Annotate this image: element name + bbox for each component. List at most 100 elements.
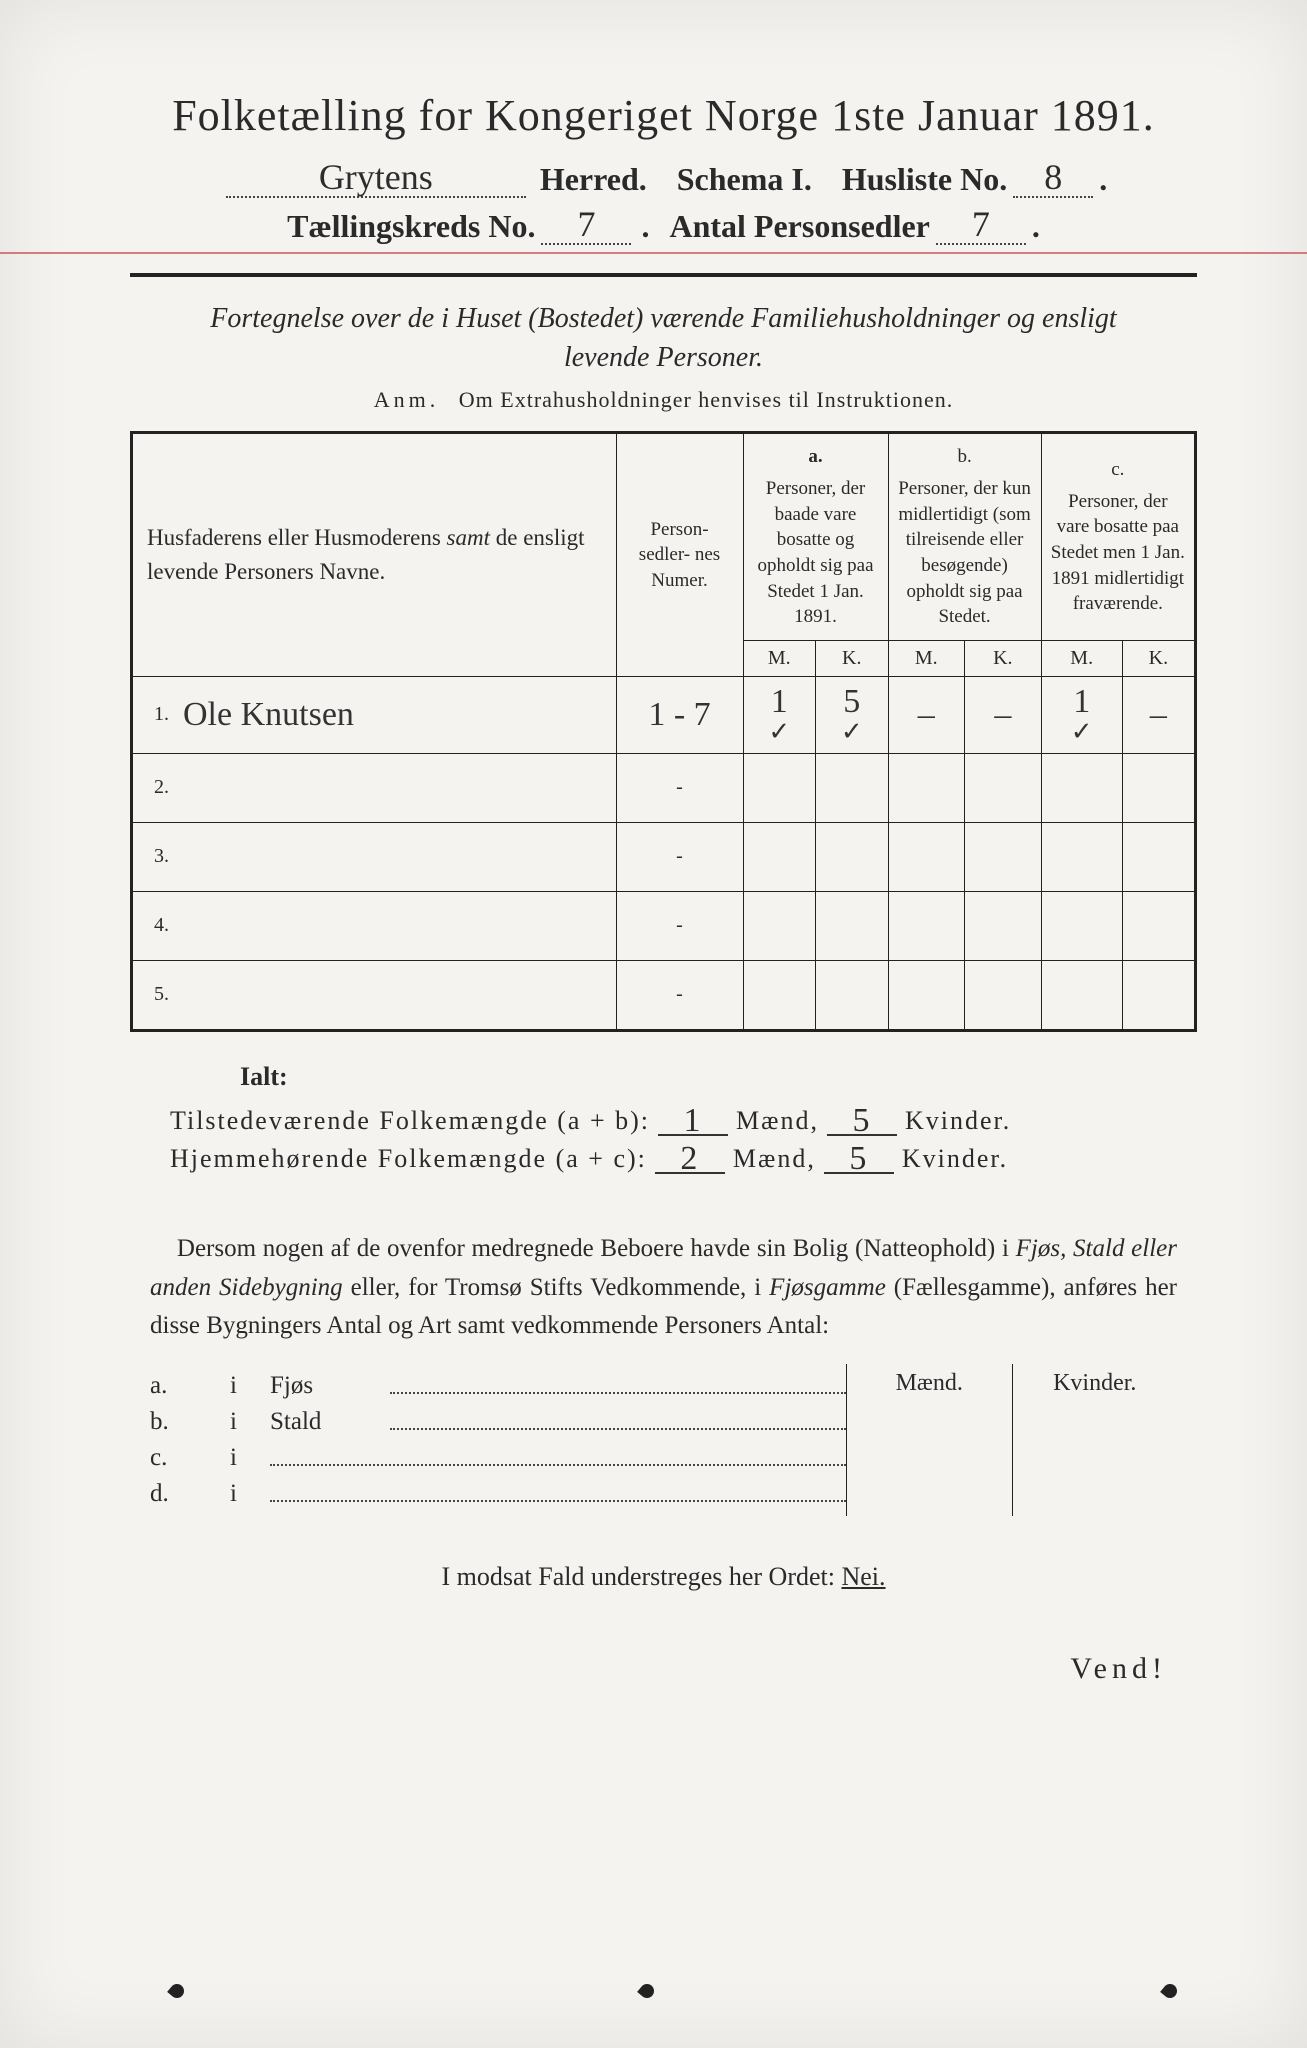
col-header-numer: Person- sedler- nes Numer. — [616, 433, 743, 676]
hdr-c-k: K. — [1122, 640, 1195, 676]
name-cell — [169, 891, 616, 960]
lower-row: d. i — [150, 1480, 846, 1508]
c-k-cell — [1122, 960, 1195, 1030]
sum2-label: Hjemmehørende Folkemængde (a + c): — [170, 1144, 647, 1174]
herred-value: Grytens — [226, 156, 526, 198]
census-form-page: Folketælling for Kongeriget Norge 1ste J… — [0, 0, 1307, 2048]
lr-i: i — [230, 1372, 270, 1400]
a-k-cell — [816, 822, 889, 891]
kreds-label: Tællingskreds No. — [287, 208, 535, 245]
lower-section: a. i Fjøs b. i Stald c. i d. i — [150, 1364, 1177, 1516]
period2: . — [641, 208, 649, 245]
c-m-cell — [1041, 960, 1122, 1030]
header-line-3: Tællingskreds No. 7 . Antal Personsedler… — [130, 208, 1197, 245]
lower-row: c. i — [150, 1444, 846, 1472]
name-cell — [169, 960, 616, 1030]
hdr-a-k: K. — [816, 640, 889, 676]
page-title: Folketælling for Kongeriget Norge 1ste J… — [130, 90, 1197, 141]
table-header-row-1: Husfaderens eller Husmoderens samt de en… — [132, 433, 1196, 640]
herred-field: Grytens — [226, 164, 526, 198]
lr-name: Stald — [270, 1408, 390, 1436]
a-k-cell — [816, 960, 889, 1030]
sum1-m-label: Mænd, — [736, 1106, 819, 1136]
antal-label: Antal Personsedler — [669, 208, 929, 245]
row-num: 4. — [132, 891, 170, 960]
numer-cell: - — [616, 822, 743, 891]
lower-col-k: Kvinder. — [1013, 1364, 1178, 1516]
sum2-m-field: 2 — [655, 1142, 725, 1174]
b-k-cell: – — [965, 676, 1042, 753]
table-row: 1. Ole Knutsen 1 - 7 1✓ 5✓ – – 1✓ – — [132, 676, 1196, 753]
lower-left: a. i Fjøs b. i Stald c. i d. i — [150, 1364, 846, 1516]
a-m-cell — [743, 960, 816, 1030]
period: . — [1099, 161, 1107, 198]
ink-mark-icon — [167, 1981, 187, 2001]
divider-1 — [130, 273, 1197, 277]
lower-right: Mænd. Kvinder. — [846, 1364, 1177, 1516]
c-m-cell — [1041, 891, 1122, 960]
b-m-cell: – — [888, 676, 965, 753]
lower-col-k-hdr: Kvinder. — [1013, 1364, 1178, 1407]
hdr-c-m: M. — [1041, 640, 1122, 676]
header-line-2: Grytens Herred. Schema I. Husliste No. 8… — [130, 161, 1197, 198]
a-k-cell — [816, 891, 889, 960]
numer-cell: - — [616, 960, 743, 1030]
b-k-cell — [965, 960, 1042, 1030]
b-k-cell — [965, 753, 1042, 822]
period3: . — [1032, 208, 1040, 245]
ink-mark-icon — [637, 1981, 657, 2001]
kreds-field: 7 — [541, 211, 631, 245]
nei-word: Nei. — [841, 1562, 885, 1591]
paragraph: Dersom nogen af de ovenfor medregnede Be… — [150, 1230, 1177, 1346]
ialt-label: Ialt: — [240, 1062, 1197, 1092]
sum1-k-field: 5 — [827, 1104, 897, 1136]
table-row: 3. - — [132, 822, 1196, 891]
nei-line: I modsat Fald understreges her Ordet: Ne… — [130, 1562, 1197, 1592]
c-k-cell — [1122, 891, 1195, 960]
sum-line-1: Tilstedeværende Folkemængde (a + b): 1 M… — [170, 1104, 1197, 1136]
herred-label: Herred. — [540, 161, 647, 198]
kreds-value: 7 — [541, 203, 631, 245]
c-m-cell — [1041, 753, 1122, 822]
sum2-k-label: Kvinder. — [902, 1144, 1008, 1174]
numer-cell: - — [616, 753, 743, 822]
lr-dots — [390, 1386, 846, 1394]
main-table: Husfaderens eller Husmoderens samt de en… — [130, 431, 1197, 1031]
antal-field: 7 — [936, 211, 1026, 245]
c-m-cell — [1041, 822, 1122, 891]
numer-cell: - — [616, 891, 743, 960]
a-m-cell — [743, 753, 816, 822]
sum-line-2: Hjemmehørende Folkemængde (a + c): 2 Mæn… — [170, 1142, 1197, 1174]
husliste-field: 8 — [1013, 164, 1093, 198]
table-row: 2. - — [132, 753, 1196, 822]
lr-i: i — [230, 1408, 270, 1436]
table-row: 4. - — [132, 891, 1196, 960]
sum1-label: Tilstedeværende Folkemængde (a + b): — [170, 1106, 650, 1136]
c-k-cell: – — [1122, 676, 1195, 753]
lr-dots — [270, 1458, 846, 1466]
col-header-b: b. Personer, der kun midlertidigt (som t… — [888, 433, 1041, 640]
lower-col-m-hdr: Mænd. — [847, 1364, 1012, 1407]
antal-value: 7 — [936, 203, 1026, 245]
table-row: 5. - — [132, 960, 1196, 1030]
subtitle: Fortegnelse over de i Huset (Bostedet) v… — [170, 299, 1157, 377]
hdr-b-k: K. — [965, 640, 1042, 676]
col-header-a: a. Personer, der baade vare bosatte og o… — [743, 433, 888, 640]
name-cell — [169, 822, 616, 891]
husliste-value: 8 — [1013, 156, 1093, 198]
numer-cell: 1 - 7 — [616, 676, 743, 753]
lower-col-m: Mænd. — [847, 1364, 1013, 1516]
lr-a: a. — [150, 1372, 230, 1400]
hdr-a-m: M. — [743, 640, 816, 676]
a-m-cell — [743, 822, 816, 891]
schema-label: Schema I. — [677, 161, 812, 198]
lr-dots — [270, 1494, 846, 1502]
lr-i: i — [230, 1444, 270, 1472]
b-m-cell — [888, 822, 965, 891]
lr-name: Fjøs — [270, 1372, 390, 1400]
a-k-cell — [816, 753, 889, 822]
b-m-cell — [888, 891, 965, 960]
name-cell — [169, 753, 616, 822]
husliste-label: Husliste No. — [842, 161, 1007, 198]
col-header-c: c. Personer, der vare bosatte paa Stedet… — [1041, 433, 1195, 640]
